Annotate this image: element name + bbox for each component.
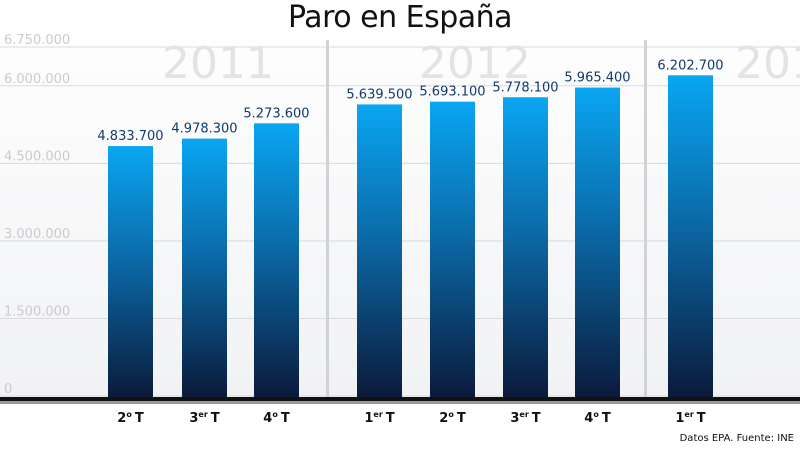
source-note: Datos EPA. Fuente: INE — [679, 433, 794, 444]
bar — [357, 104, 402, 398]
bar — [182, 138, 227, 398]
bar — [575, 87, 620, 399]
x-tick-sup: er — [519, 410, 528, 419]
data-label: 5.273.600 — [243, 106, 309, 121]
x-tick-label: 4o T — [584, 410, 611, 426]
x-tick-t: T — [386, 411, 395, 426]
x-tick-t: T — [211, 411, 220, 426]
x-tick-sup: o — [448, 410, 454, 419]
x-tick-num: 4 — [584, 411, 593, 426]
x-tick-sup: o — [593, 410, 599, 419]
x-tick-t: T — [135, 411, 144, 426]
x-tick-label: 2o T — [117, 410, 144, 426]
bar — [108, 146, 153, 398]
y-tick-label: 1.500.000 — [4, 304, 70, 319]
x-tick-num: 1 — [675, 411, 684, 426]
x-tick-label: 4o T — [263, 410, 290, 426]
data-label: 6.202.700 — [657, 58, 723, 73]
x-tick-label: 3er T — [189, 410, 219, 426]
bar — [430, 101, 475, 399]
data-label: 4.978.300 — [171, 122, 237, 137]
data-label: 5.693.100 — [419, 85, 485, 100]
x-tick-sup: o — [126, 410, 132, 419]
x-axis-shadow — [0, 401, 800, 404]
year-label: 2012 — [419, 38, 531, 89]
x-tick-num: 1 — [364, 411, 373, 426]
y-tick-label: 6.750.000 — [4, 33, 70, 48]
x-tick-num: 2 — [117, 411, 126, 426]
y-tick-label: 4.500.000 — [4, 149, 70, 164]
x-tick-label: 1er T — [675, 410, 705, 426]
chart-title: Paro en España — [287, 0, 513, 35]
x-tick-t: T — [697, 411, 706, 426]
x-tick-t: T — [602, 411, 611, 426]
y-tick-label: 6.000.000 — [4, 72, 70, 87]
x-tick-t: T — [281, 411, 290, 426]
x-tick-label: 1er T — [364, 410, 394, 426]
y-tick-label: 3.000.000 — [4, 227, 70, 242]
data-label: 4.833.700 — [97, 129, 163, 144]
x-tick-num: 2 — [439, 411, 448, 426]
x-axis-baseline — [0, 397, 800, 401]
x-tick-num: 3 — [189, 411, 198, 426]
data-label: 5.639.500 — [346, 87, 412, 102]
year-divider — [326, 40, 329, 398]
bar — [503, 97, 548, 399]
x-tick-sup: er — [198, 410, 207, 419]
x-tick-sup: er — [373, 410, 382, 419]
x-tick-t: T — [457, 411, 466, 426]
year-label: 2013 — [735, 38, 800, 89]
x-tick-num: 4 — [263, 411, 272, 426]
x-tick-num: 3 — [510, 411, 519, 426]
data-label: 5.778.100 — [492, 80, 558, 95]
x-tick-sup: o — [272, 410, 278, 419]
y-tick-label: 0 — [4, 382, 12, 397]
year-label: 2011 — [162, 38, 274, 89]
x-tick-label: 3er T — [510, 410, 540, 426]
bar — [668, 75, 713, 399]
x-tick-label: 2o T — [439, 410, 466, 426]
x-tick-t: T — [532, 411, 541, 426]
x-tick-sup: er — [684, 410, 693, 419]
bar — [254, 123, 299, 398]
year-divider — [644, 40, 647, 398]
data-label: 5.965.400 — [564, 71, 630, 86]
